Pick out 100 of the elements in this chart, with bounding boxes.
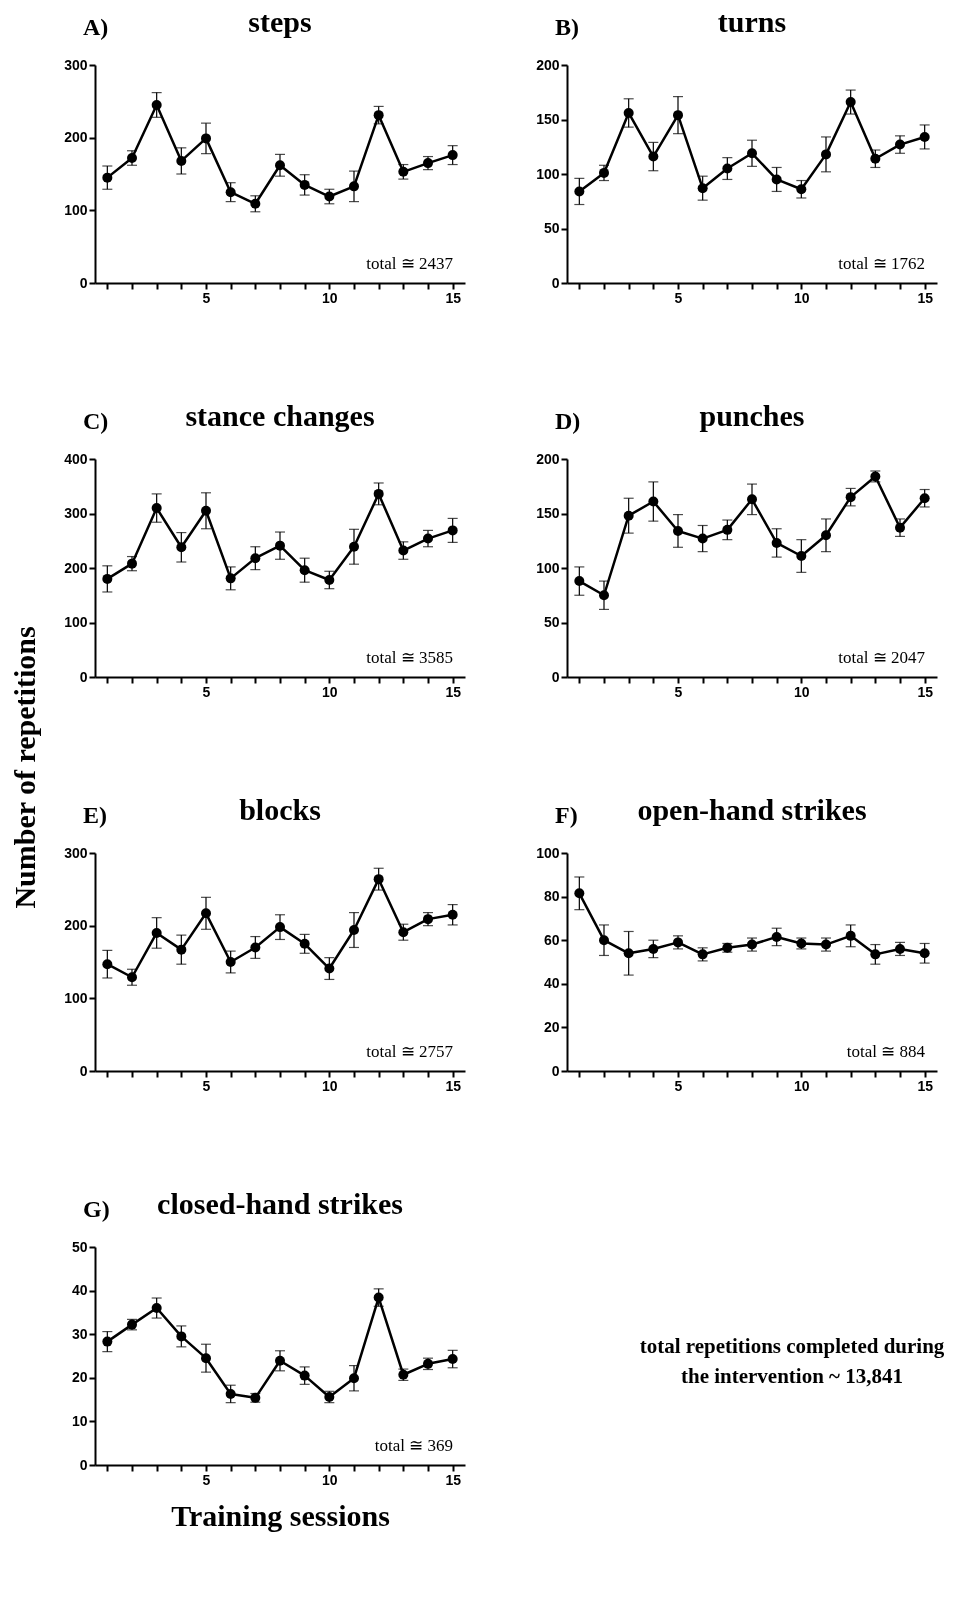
- point: [821, 149, 831, 160]
- point: [151, 503, 162, 514]
- point: [447, 150, 458, 161]
- y-tick-label: 0: [79, 668, 88, 685]
- point: [373, 874, 384, 885]
- annotation: total ≅ 369: [374, 1436, 453, 1455]
- point: [176, 155, 187, 166]
- x-tick-label: 10: [322, 1077, 338, 1094]
- y-tick-label: 0: [79, 1456, 88, 1473]
- x-tick-label: 15: [445, 289, 462, 306]
- annotation: total ≅ 3585: [366, 648, 453, 667]
- chart-title: closed-hand strikes: [157, 1187, 403, 1220]
- x-tick-label: 10: [794, 289, 810, 306]
- x-tick-label: 10: [794, 1077, 810, 1094]
- y-tick-label: 30: [71, 1325, 88, 1342]
- point: [102, 959, 113, 970]
- point: [250, 942, 261, 953]
- x-tick-label: 5: [202, 1077, 211, 1094]
- point: [275, 1355, 285, 1366]
- y-tick-label: 200: [536, 450, 560, 467]
- x-tick-label: 15: [917, 1077, 934, 1094]
- y-tick-label: 100: [536, 844, 560, 861]
- chart-title: open-hand strikes: [637, 793, 867, 826]
- chart-title: blocks: [239, 793, 321, 826]
- point: [176, 1331, 187, 1342]
- chart-title: turns: [717, 5, 787, 38]
- point: [373, 1292, 384, 1303]
- y-tick-label: 50: [543, 614, 560, 630]
- x-tick-label: 5: [202, 683, 211, 700]
- point: [447, 1354, 458, 1365]
- x-tick-label: 15: [445, 683, 462, 700]
- point: [250, 553, 261, 564]
- point: [574, 576, 585, 587]
- point: [919, 493, 930, 504]
- y-tick-label: 0: [551, 274, 560, 291]
- y-tick-label: 200: [64, 559, 88, 576]
- point: [919, 131, 930, 142]
- x-tick-label: 5: [202, 289, 211, 306]
- point: [299, 565, 310, 576]
- point: [299, 938, 310, 949]
- point: [796, 551, 807, 561]
- point: [299, 179, 310, 190]
- point: [373, 110, 384, 121]
- annotation: total ≅ 1762: [838, 254, 925, 273]
- point: [299, 1370, 310, 1381]
- text: F): [555, 802, 578, 828]
- y-tick-label: 50: [71, 1238, 88, 1255]
- point: [349, 1373, 359, 1384]
- point: [324, 963, 335, 974]
- point: [127, 972, 137, 983]
- y-tick-label: 0: [79, 274, 88, 291]
- y-tick-label: 100: [536, 165, 560, 182]
- point: [373, 488, 384, 499]
- y-tick-label: 400: [64, 450, 88, 467]
- point: [845, 492, 856, 503]
- x-tick-label: 10: [322, 289, 338, 306]
- point: [722, 163, 733, 174]
- y-tick-label: 300: [64, 844, 88, 861]
- point: [324, 575, 335, 585]
- y-tick-label: 200: [64, 917, 88, 934]
- point: [275, 540, 285, 551]
- y-tick-label: 20: [71, 1369, 88, 1386]
- y-tick-label: 150: [536, 505, 560, 521]
- point: [398, 927, 409, 938]
- y-tick-label: 100: [64, 614, 88, 630]
- x-tick-label: 5: [202, 1471, 211, 1488]
- y-tick-label: 200: [64, 129, 88, 146]
- point: [870, 153, 881, 164]
- y-tick-label: 40: [543, 975, 560, 992]
- point: [623, 107, 634, 118]
- point: [845, 97, 856, 108]
- annotation: total ≅ 2757: [366, 1042, 454, 1061]
- point: [673, 110, 683, 121]
- y-tick-label: 100: [536, 559, 560, 576]
- point: [845, 930, 856, 941]
- y-axis-title: Number of repetitions: [7, 626, 41, 909]
- point: [201, 505, 211, 516]
- x-tick-label: 15: [917, 683, 934, 700]
- x-tick-label: 5: [674, 289, 683, 306]
- text: B): [555, 14, 579, 40]
- annotation: total ≅ 2047: [838, 648, 926, 667]
- text: the intervention ~ 13,841: [680, 1364, 904, 1388]
- point: [574, 888, 585, 899]
- y-tick-label: 300: [64, 505, 88, 521]
- point: [771, 174, 782, 185]
- point: [648, 496, 659, 507]
- point: [673, 525, 683, 536]
- y-tick-label: 60: [543, 931, 560, 948]
- point: [697, 533, 708, 544]
- x-tick-label: 15: [917, 289, 934, 306]
- point: [447, 525, 458, 536]
- y-tick-label: 100: [64, 201, 88, 218]
- annotation: total ≅ 884: [846, 1042, 926, 1061]
- point: [225, 1388, 236, 1399]
- point: [771, 931, 782, 942]
- y-tick-label: 300: [64, 56, 88, 73]
- y-tick-label: 150: [536, 111, 560, 127]
- point: [599, 167, 609, 178]
- point: [225, 957, 236, 967]
- y-tick-label: 0: [551, 1062, 560, 1079]
